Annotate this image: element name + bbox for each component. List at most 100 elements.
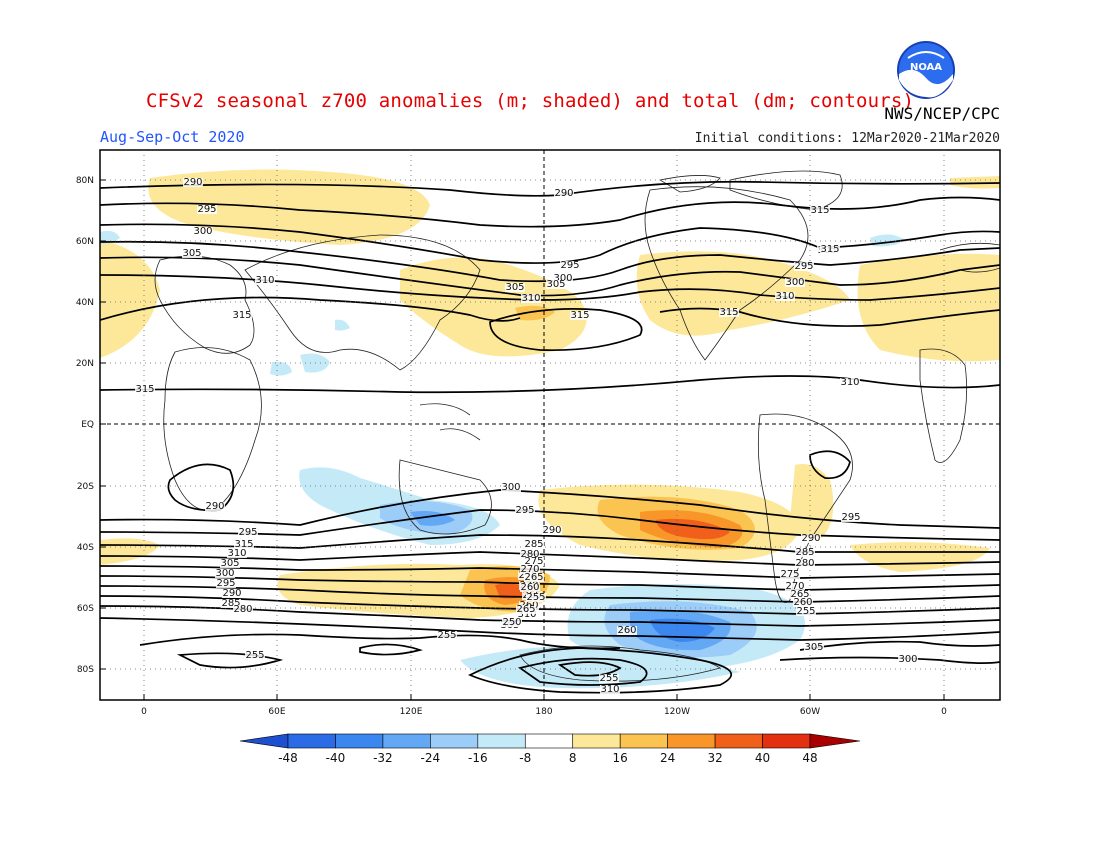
contour-label-bg [215, 569, 235, 578]
contour-label-bg [520, 565, 540, 574]
contour-label-bg [517, 610, 537, 619]
contour-label: 295 [794, 261, 813, 272]
contour-label-bg [227, 549, 247, 558]
contour-label: 300 [215, 568, 234, 579]
contour-label: 280 [233, 604, 252, 615]
contour-label: 270 [785, 581, 804, 592]
lon-tick-label: 0 [141, 707, 147, 717]
contour-label-bg [554, 189, 574, 198]
contour-label: 255 [437, 630, 456, 641]
contour-label-bg [520, 583, 540, 592]
contour-label-bg [546, 280, 566, 289]
contour-label: 300 [785, 277, 804, 288]
contour-label: 260 [793, 597, 812, 608]
lon-tick-label: 180 [535, 707, 552, 717]
contour-label-bg [221, 599, 241, 608]
colorbar: -48 -40 -32 -24 -16 -8 8 16 24 32 40 48 [239, 733, 861, 765]
colorbar-swatch [619, 733, 668, 749]
contour-label: 310 [517, 609, 536, 620]
contour-label-bg [804, 643, 824, 652]
contour-label: 270 [520, 564, 539, 575]
colorbar-left-arrow [239, 733, 289, 749]
agency-label: NWS/NCEP/CPC [884, 104, 1000, 123]
longitude-ticks: 0 60E 120E 180 120W 60W 0 [141, 694, 947, 717]
contour-label-bg [135, 385, 155, 394]
contour-label: 285 [221, 598, 240, 609]
colorbar-swatch [335, 733, 384, 749]
initial-conditions-label: Initial conditions: 12Mar2020-21Mar2020 [694, 131, 1000, 146]
contour-label: 305 [182, 248, 201, 259]
contour-label: 310 [840, 377, 859, 388]
contour-label-bg [796, 607, 816, 616]
contour-label: 305 [505, 282, 524, 293]
contour-label: 300 [193, 226, 212, 237]
contour-label-bg [222, 589, 242, 598]
contour-label: 310 [775, 291, 794, 302]
contour-label: 315 [135, 384, 154, 395]
contour-label-bg [790, 590, 810, 599]
contour-label: 290 [222, 588, 241, 599]
contour-label-bg [216, 579, 236, 588]
contour-label: 285 [524, 539, 543, 550]
colorbar-tick-label: -16 [468, 751, 488, 765]
contour-label: 285 [795, 547, 814, 558]
contour-label-bg [793, 598, 813, 607]
contour-label-bg [238, 528, 258, 537]
lon-tick-label: 0 [941, 707, 947, 717]
contour-label: 295 [515, 505, 534, 516]
contour-label: 280 [520, 549, 539, 560]
contour-label: 290 [801, 533, 820, 544]
lat-tick-label: 20N [76, 359, 94, 369]
season-subtitle: Aug-Sep-Oct 2020 [100, 128, 245, 146]
contour-label: 310 [521, 293, 540, 304]
contour-label-bg [795, 559, 815, 568]
contour-label-bg [820, 245, 840, 254]
lat-tick-label: 60N [76, 237, 94, 247]
contour-label: 260 [617, 625, 636, 636]
contour-label: 275 [524, 556, 543, 567]
contour-label: 315 [234, 539, 253, 550]
contour-label: 265 [790, 589, 809, 600]
colorbar-tick-label: 24 [660, 751, 675, 765]
dashed-reference-lines [100, 150, 1000, 700]
contour-label: 315 [820, 244, 839, 255]
contour-label: 315 [570, 310, 589, 321]
colorbar-swatch [762, 733, 811, 749]
colorbar-tick-label: 48 [802, 751, 817, 765]
noaa-logo: NOAA [897, 41, 955, 99]
contour-label: 305 [546, 279, 565, 290]
lon-tick-label: 120W [664, 707, 690, 717]
contour-label-bg [810, 206, 830, 215]
contour-label: 305 [220, 558, 239, 569]
colorbar-tick-label: -24 [421, 751, 441, 765]
contour-label: 290 [542, 525, 561, 536]
contour-label-bg [840, 378, 860, 387]
lat-tick-label: 60S [77, 604, 94, 614]
lat-tick-label: 20S [77, 482, 94, 492]
contour-label: 310 [600, 684, 619, 695]
colorbar-tick-label: 8 [569, 751, 577, 765]
svg-text:NOAA: NOAA [910, 62, 942, 73]
contour-label-bg [183, 178, 203, 187]
contour-label-bg [542, 526, 562, 535]
contour-label: 275 [780, 569, 799, 580]
contour-label: 305 [804, 642, 823, 653]
contour-label-bg [553, 274, 573, 283]
contour-label-bg [795, 548, 815, 557]
lon-tick-label: 120E [400, 707, 423, 717]
contour-label: 255 [245, 650, 264, 661]
contour-label: 310 [227, 548, 246, 559]
contour-label-bg [205, 502, 225, 511]
contour-label: 255 [599, 673, 618, 684]
contour-label: 300 [501, 482, 520, 493]
contour-label-bg [501, 483, 521, 492]
lat-tick-label: 80N [76, 176, 94, 186]
colorbar-swatch [477, 733, 526, 749]
contour-label-bg [524, 540, 544, 549]
latitude-ticks: 80N 60N 40N 20N EQ 20S 40S 60S 80S [76, 176, 106, 675]
colorbar-tick-label: 32 [707, 751, 722, 765]
lat-tick-label: 40N [76, 298, 94, 308]
lon-tick-label: 60E [268, 707, 285, 717]
contour-label-bg [785, 582, 805, 591]
